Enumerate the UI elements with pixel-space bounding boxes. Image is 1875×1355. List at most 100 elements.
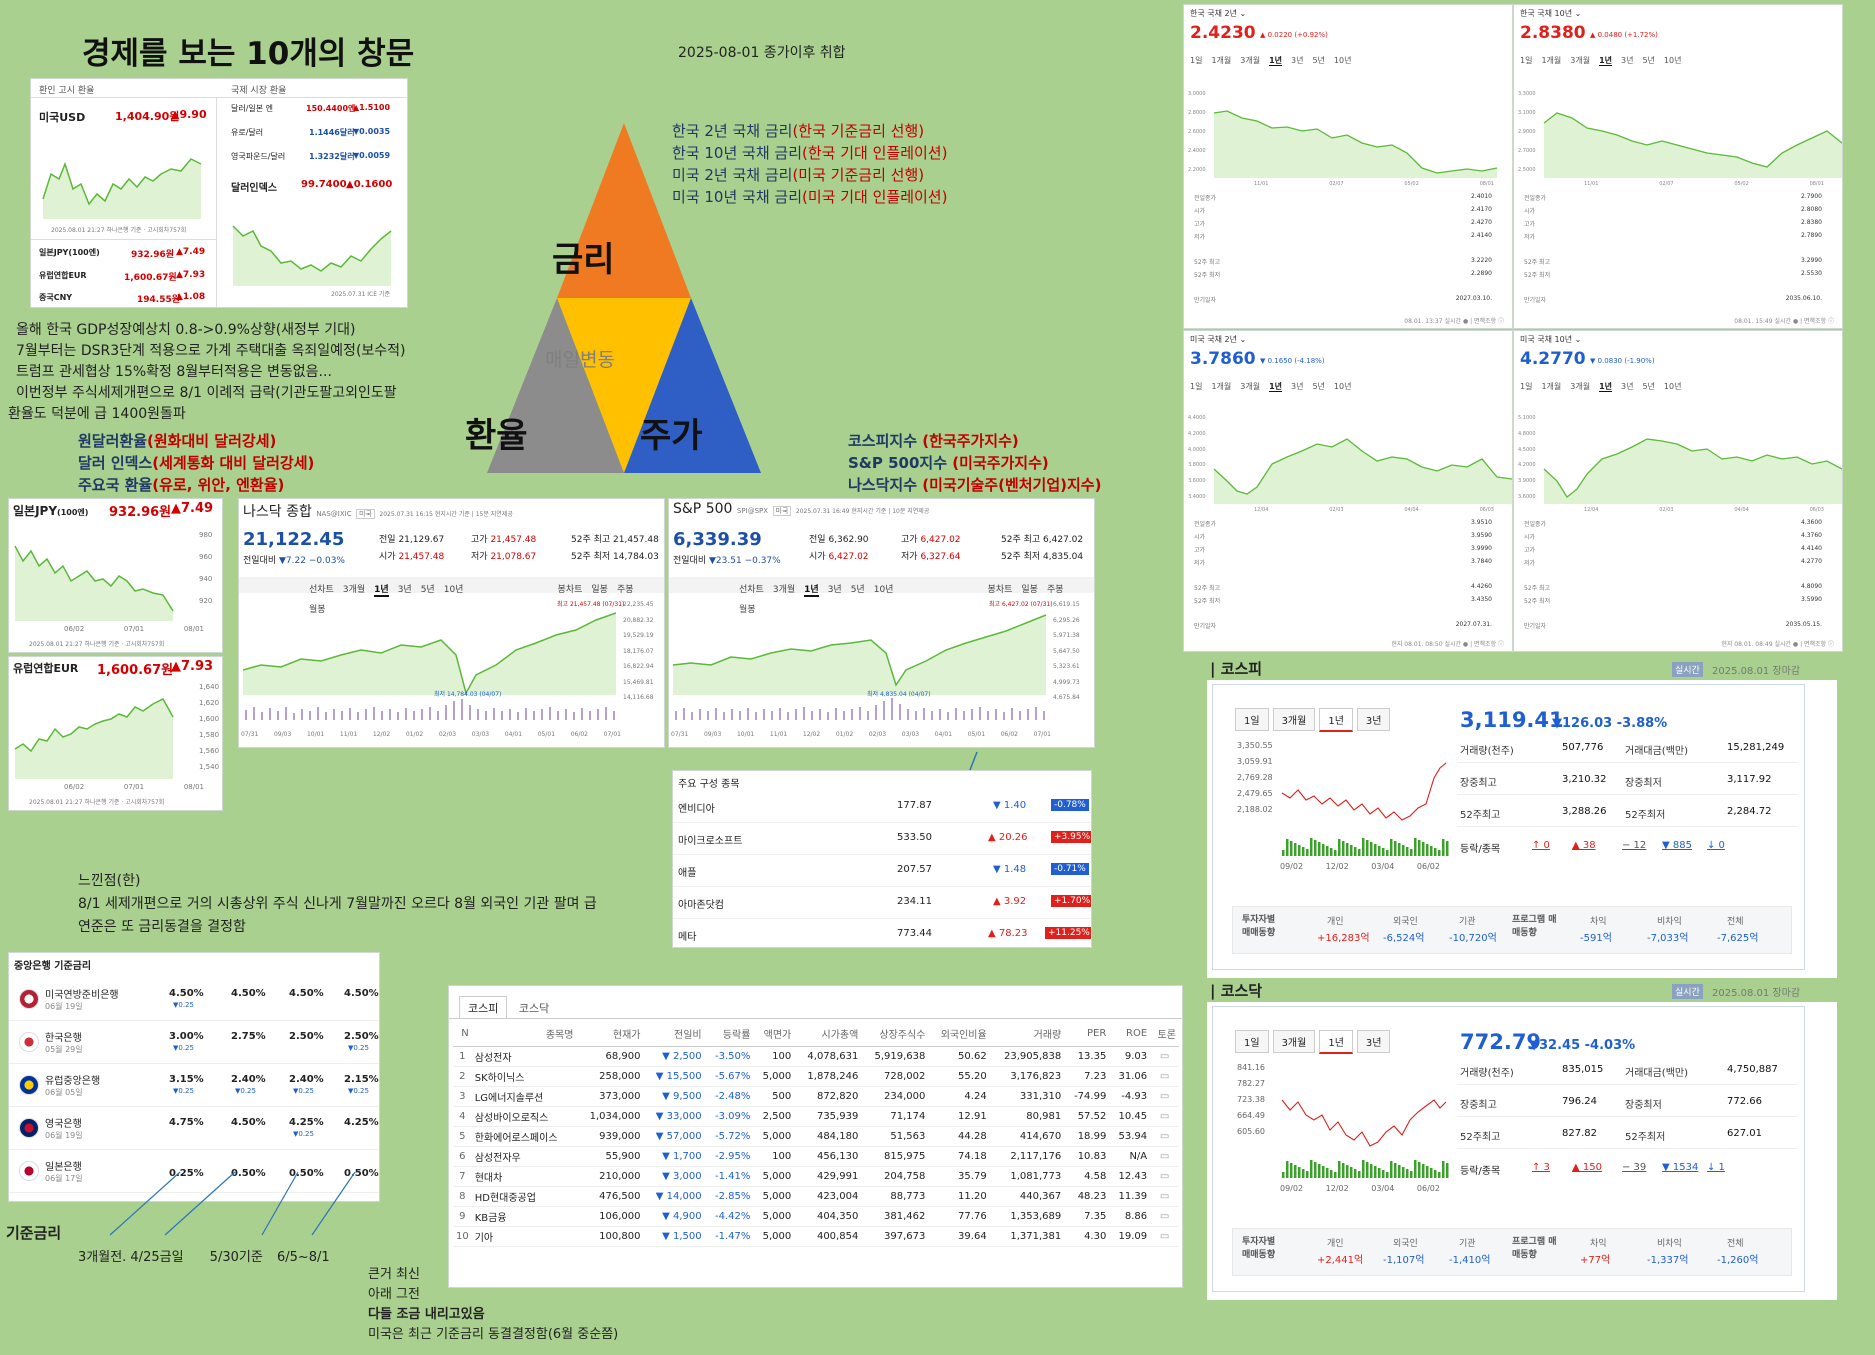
table-header[interactable]: 전일비 bbox=[643, 1022, 705, 1047]
holding-row[interactable]: 메타 773.44 ▲ 78.23 +11.25% bbox=[673, 919, 1091, 947]
bond-tab-3[interactable]: 1년 bbox=[1599, 56, 1613, 66]
tab-line-chart[interactable]: 선차트 bbox=[739, 585, 764, 595]
table-row[interactable]: 6 삼성전자우 55,900 ▼ 1,700 -2.95% 100 456,130 815,9… bbox=[453, 1146, 1179, 1167]
table-row[interactable]: 9 KB금융 106,000 ▼ 4,900 -4.42% 5,000 404,350 381… bbox=[453, 1206, 1179, 1227]
table-row[interactable]: 8 HD현대중공업 476,500 ▼ 14,000 -2.85% 5,000 423,00… bbox=[453, 1186, 1179, 1207]
table-row[interactable]: 2 SK하이닉스 258,000 ▼ 15,500 -5.67% 5,000 1,878,2… bbox=[453, 1066, 1179, 1087]
comment-icon[interactable]: ▭ bbox=[1150, 1206, 1179, 1227]
index-tab-2[interactable]: 1년 bbox=[1319, 1030, 1353, 1054]
bond-tab-1[interactable]: 1개월 bbox=[1541, 56, 1562, 65]
updown-count[interactable]: ▲ 38 bbox=[1572, 840, 1596, 851]
comment-icon[interactable]: ▭ bbox=[1150, 1226, 1179, 1247]
bond-title[interactable]: 한국 국채 10년 ⌄ bbox=[1520, 9, 1582, 18]
table-row[interactable]: 7 현대차 210,000 ▼ 3,000 -1.41% 5,000 429,991 204,… bbox=[453, 1166, 1179, 1187]
index-tab-3[interactable]: 3년 bbox=[1356, 1030, 1391, 1053]
central-bank-row[interactable]: 한국은행 05월 29일 3.00% ▼0.25 2.75% 2.50% 2.50% ▼0.2… bbox=[9, 1021, 379, 1064]
index-tab-2[interactable]: 1년 bbox=[1319, 708, 1353, 732]
bond-tab-5[interactable]: 5년 bbox=[1642, 382, 1655, 391]
comment-icon[interactable]: ▭ bbox=[1150, 1186, 1179, 1207]
tab-candle[interactable]: 봉차트 bbox=[987, 585, 1013, 595]
bond-tab-3[interactable]: 1년 bbox=[1269, 56, 1283, 66]
tab-3y[interactable]: 3년 bbox=[827, 585, 842, 595]
tab-day[interactable]: 일봉 bbox=[591, 585, 608, 595]
bond-tab-2[interactable]: 3개월 bbox=[1570, 382, 1591, 391]
tab-kosdaq[interactable]: 코스닥 bbox=[518, 1002, 550, 1015]
bond-tab-4[interactable]: 3년 bbox=[1621, 382, 1634, 391]
updown-count[interactable]: ▲ 150 bbox=[1572, 1162, 1602, 1173]
table-row[interactable]: 5 한화에어로스페이스 939,000 ▼ 57,000 -5.72% 5,000 484,… bbox=[453, 1126, 1179, 1147]
table-header[interactable]: ROE bbox=[1109, 1022, 1151, 1047]
bond-tab-0[interactable]: 1일 bbox=[1520, 56, 1533, 65]
bond-tab-2[interactable]: 3개월 bbox=[1240, 56, 1261, 65]
updown-count[interactable]: ▼ 885 bbox=[1662, 840, 1692, 851]
table-header[interactable]: 등락률 bbox=[704, 1022, 754, 1047]
tab-week[interactable]: 주봉 bbox=[1046, 585, 1064, 595]
bond-tab-5[interactable]: 5년 bbox=[1312, 382, 1325, 391]
bond-tab-1[interactable]: 1개월 bbox=[1211, 382, 1232, 391]
bond-tab-4[interactable]: 3년 bbox=[1291, 56, 1304, 65]
index-tab-1[interactable]: 3개월 bbox=[1272, 1030, 1316, 1053]
updown-count[interactable]: ↓ 1 bbox=[1707, 1162, 1725, 1173]
central-bank-row[interactable]: 유럽중앙은행 06월 05일 3.15% ▼0.25 2.40% ▼0.25 2.40% ▼0… bbox=[9, 1064, 379, 1107]
bond-tab-0[interactable]: 1일 bbox=[1190, 382, 1203, 391]
table-header[interactable]: PER bbox=[1064, 1022, 1110, 1047]
bond-tab-5[interactable]: 5년 bbox=[1642, 56, 1655, 65]
tab-month[interactable]: 월봉 bbox=[739, 605, 756, 615]
table-header[interactable]: 시가총액 bbox=[794, 1022, 862, 1047]
updown-count[interactable]: ▼ 1534 bbox=[1662, 1162, 1699, 1173]
tab-day[interactable]: 일봉 bbox=[1021, 585, 1038, 595]
bond-tab-1[interactable]: 1개월 bbox=[1211, 56, 1232, 65]
bond-title[interactable]: 한국 국채 2년 ⌄ bbox=[1190, 9, 1247, 18]
bond-title[interactable]: 미국 국채 2년 ⌄ bbox=[1190, 335, 1247, 344]
bond-tab-1[interactable]: 1개월 bbox=[1541, 382, 1562, 391]
table-header[interactable]: 토론 bbox=[1150, 1022, 1179, 1047]
updown-count[interactable]: − 12 bbox=[1622, 840, 1647, 851]
table-header[interactable]: 외국인비율 bbox=[928, 1022, 990, 1047]
table-row[interactable]: 1 삼성전자 68,900 ▼ 2,500 -3.50% 100 4,078,631 5,91… bbox=[453, 1046, 1179, 1067]
comment-icon[interactable]: ▭ bbox=[1150, 1086, 1179, 1107]
table-header[interactable]: 거래량 bbox=[989, 1022, 1065, 1047]
holding-row[interactable]: 애플 207.57 ▼ 1.48 -0.71% bbox=[673, 855, 1091, 887]
tab-kospi[interactable]: 코스피 bbox=[459, 996, 508, 1019]
table-header[interactable]: 종목명 bbox=[471, 1022, 577, 1047]
table-header[interactable]: 액면가 bbox=[753, 1022, 795, 1047]
bond-tab-6[interactable]: 10년 bbox=[1663, 56, 1682, 65]
index-tab-3[interactable]: 3년 bbox=[1356, 708, 1391, 731]
tab-candle[interactable]: 봉차트 bbox=[557, 585, 583, 595]
bond-tab-4[interactable]: 3년 bbox=[1291, 382, 1304, 391]
tab-10y[interactable]: 10년 bbox=[443, 585, 464, 595]
bond-tab-5[interactable]: 5년 bbox=[1312, 56, 1325, 65]
bond-tab-2[interactable]: 3개월 bbox=[1570, 56, 1591, 65]
table-row[interactable]: 4 삼성바이오로직스 1,034,000 ▼ 33,000 -3.09% 2,500 735… bbox=[453, 1106, 1179, 1127]
bond-tab-6[interactable]: 10년 bbox=[1663, 382, 1682, 391]
comment-icon[interactable]: ▭ bbox=[1150, 1146, 1179, 1167]
comment-icon[interactable]: ▭ bbox=[1150, 1046, 1179, 1067]
central-bank-row[interactable]: 영국은행 06월 19일 4.75% 4.50% 4.25% ▼0.25 4.25% bbox=[9, 1107, 379, 1150]
bond-title[interactable]: 미국 국채 10년 ⌄ bbox=[1520, 335, 1582, 344]
central-bank-row[interactable]: 일본은행 06월 17일 0.25% 0.50% 0.50% 0.50% bbox=[9, 1150, 379, 1193]
updown-count[interactable]: ↑ 0 bbox=[1532, 840, 1550, 851]
bond-tab-0[interactable]: 1일 bbox=[1520, 382, 1533, 391]
index-tab-1[interactable]: 3개월 bbox=[1272, 708, 1316, 731]
tab-month[interactable]: 월봉 bbox=[309, 605, 326, 615]
bond-tab-4[interactable]: 3년 bbox=[1621, 56, 1634, 65]
comment-icon[interactable]: ▭ bbox=[1150, 1066, 1179, 1087]
tab-10y[interactable]: 10년 bbox=[873, 585, 894, 595]
tab-3m[interactable]: 3개월 bbox=[342, 585, 366, 595]
index-tab-0[interactable]: 1일 bbox=[1235, 1030, 1269, 1053]
table-header[interactable]: 현재가 bbox=[576, 1022, 644, 1047]
table-header[interactable]: N bbox=[453, 1022, 472, 1047]
table-header[interactable]: 상장주식수 bbox=[861, 1022, 929, 1047]
bond-tab-3[interactable]: 1년 bbox=[1269, 382, 1283, 392]
bond-tab-0[interactable]: 1일 bbox=[1190, 56, 1203, 65]
bond-tab-2[interactable]: 3개월 bbox=[1240, 382, 1261, 391]
tab-line-chart[interactable]: 선차트 bbox=[309, 585, 334, 595]
comment-icon[interactable]: ▭ bbox=[1150, 1166, 1179, 1187]
bond-tab-6[interactable]: 10년 bbox=[1333, 56, 1352, 65]
comment-icon[interactable]: ▭ bbox=[1150, 1106, 1179, 1127]
updown-count[interactable]: ↓ 0 bbox=[1707, 840, 1725, 851]
tab-1y[interactable]: 1년 bbox=[374, 582, 389, 597]
updown-count[interactable]: − 39 bbox=[1622, 1162, 1647, 1173]
tab-3y[interactable]: 3년 bbox=[397, 585, 412, 595]
table-row[interactable]: 3 LG에너지솔루션 373,000 ▼ 9,500 -2.48% 500 872,820 2… bbox=[453, 1086, 1179, 1107]
